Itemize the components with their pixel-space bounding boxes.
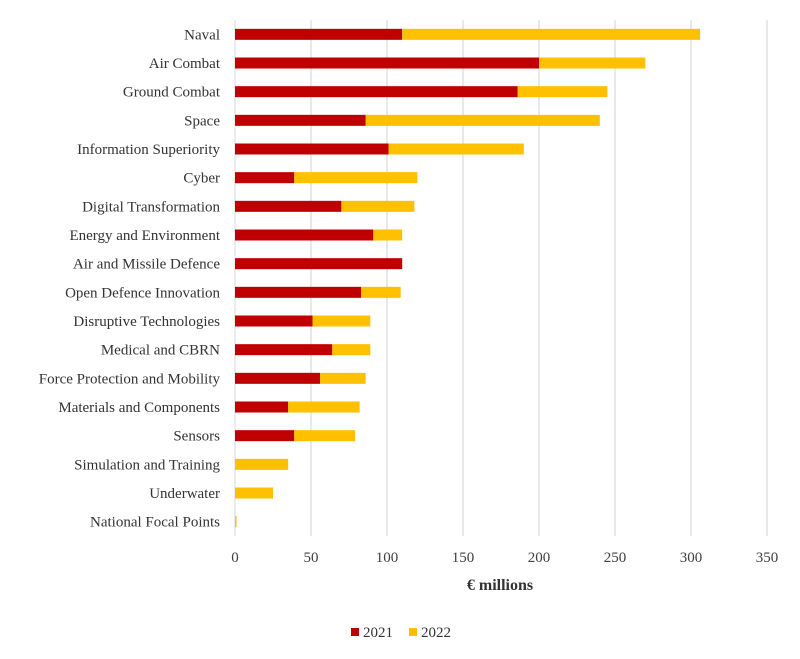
bar-2022-14 [294, 430, 356, 442]
x-tick-label: 150 [452, 550, 475, 566]
category-label: Naval [184, 27, 220, 43]
bar-2022-5 [294, 172, 418, 184]
category-labels: Naval Air Combat Ground Combat Space Informa… [39, 27, 221, 530]
bar-2021-10 [235, 315, 313, 327]
bar-2022-11 [332, 344, 371, 356]
category-label: Sensors [173, 429, 220, 445]
x-tick-labels: 0 50 100 150 200 250 300 350 [231, 550, 778, 566]
bar-2022-17 [235, 516, 237, 528]
bar-2022-7 [373, 229, 403, 241]
bar-2022-15 [235, 458, 289, 470]
x-tick-label: 100 [376, 550, 399, 566]
category-label: National Focal Points [90, 515, 220, 531]
legend-label-2022: 2022 [421, 625, 451, 641]
category-label: Underwater [149, 486, 220, 502]
category-label: Air Combat [149, 56, 221, 72]
bar-2022-3 [365, 114, 600, 126]
x-axis-title: € millions [467, 577, 533, 594]
category-label: Digital Transformation [82, 199, 220, 215]
bar-2022-6 [341, 200, 415, 212]
x-tick-label: 0 [231, 550, 239, 566]
x-tick-label: 50 [304, 550, 319, 566]
category-label: Information Superiority [77, 142, 220, 158]
x-tick-label: 250 [604, 550, 627, 566]
x-tick-label: 350 [756, 550, 779, 566]
x-tick-label: 300 [680, 550, 703, 566]
bar-2021-4 [235, 143, 389, 155]
bar-2021-2 [235, 86, 518, 98]
category-label: Ground Combat [123, 85, 221, 101]
bar-2022-4 [388, 143, 524, 155]
bar-2022-0 [402, 28, 701, 40]
bar-2021-13 [235, 401, 289, 413]
bars [235, 28, 701, 528]
category-label: Disruptive Technologies [73, 314, 220, 330]
bar-2021-1 [235, 57, 539, 69]
legend-swatch-2021 [351, 628, 359, 636]
legend-swatch-2022 [409, 628, 417, 636]
category-label: Materials and Components [58, 400, 220, 416]
bar-2021-7 [235, 229, 374, 241]
category-label: Force Protection and Mobility [39, 371, 221, 387]
bar-2021-8 [235, 258, 403, 270]
category-label: Cyber [183, 171, 220, 187]
legend: 2021 2022 [351, 625, 451, 641]
grid-lines [234, 20, 768, 536]
category-label: Air and Missile Defence [73, 257, 220, 273]
bar-2021-11 [235, 344, 333, 356]
bar-2022-1 [539, 57, 646, 69]
category-label: Open Defence Innovation [65, 285, 220, 301]
bar-2021-5 [235, 172, 295, 184]
bar-2021-3 [235, 114, 366, 126]
bar-2021-9 [235, 286, 362, 298]
bar-2022-12 [320, 372, 366, 384]
bar-2022-9 [361, 286, 401, 298]
bar-2022-16 [235, 487, 273, 499]
x-tick-label: 200 [528, 550, 551, 566]
category-label: Space [184, 113, 220, 129]
category-label: Medical and CBRN [101, 343, 220, 359]
category-label: Simulation and Training [74, 457, 220, 473]
bar-2021-6 [235, 200, 342, 212]
bar-2021-12 [235, 372, 321, 384]
bar-2022-2 [517, 86, 608, 98]
bar-2021-14 [235, 430, 295, 442]
bar-2022-13 [288, 401, 360, 413]
bar-2021-0 [235, 28, 403, 40]
category-label: Energy and Environment [69, 228, 220, 244]
bar-2022-10 [312, 315, 371, 327]
legend-label-2021: 2021 [363, 625, 393, 641]
